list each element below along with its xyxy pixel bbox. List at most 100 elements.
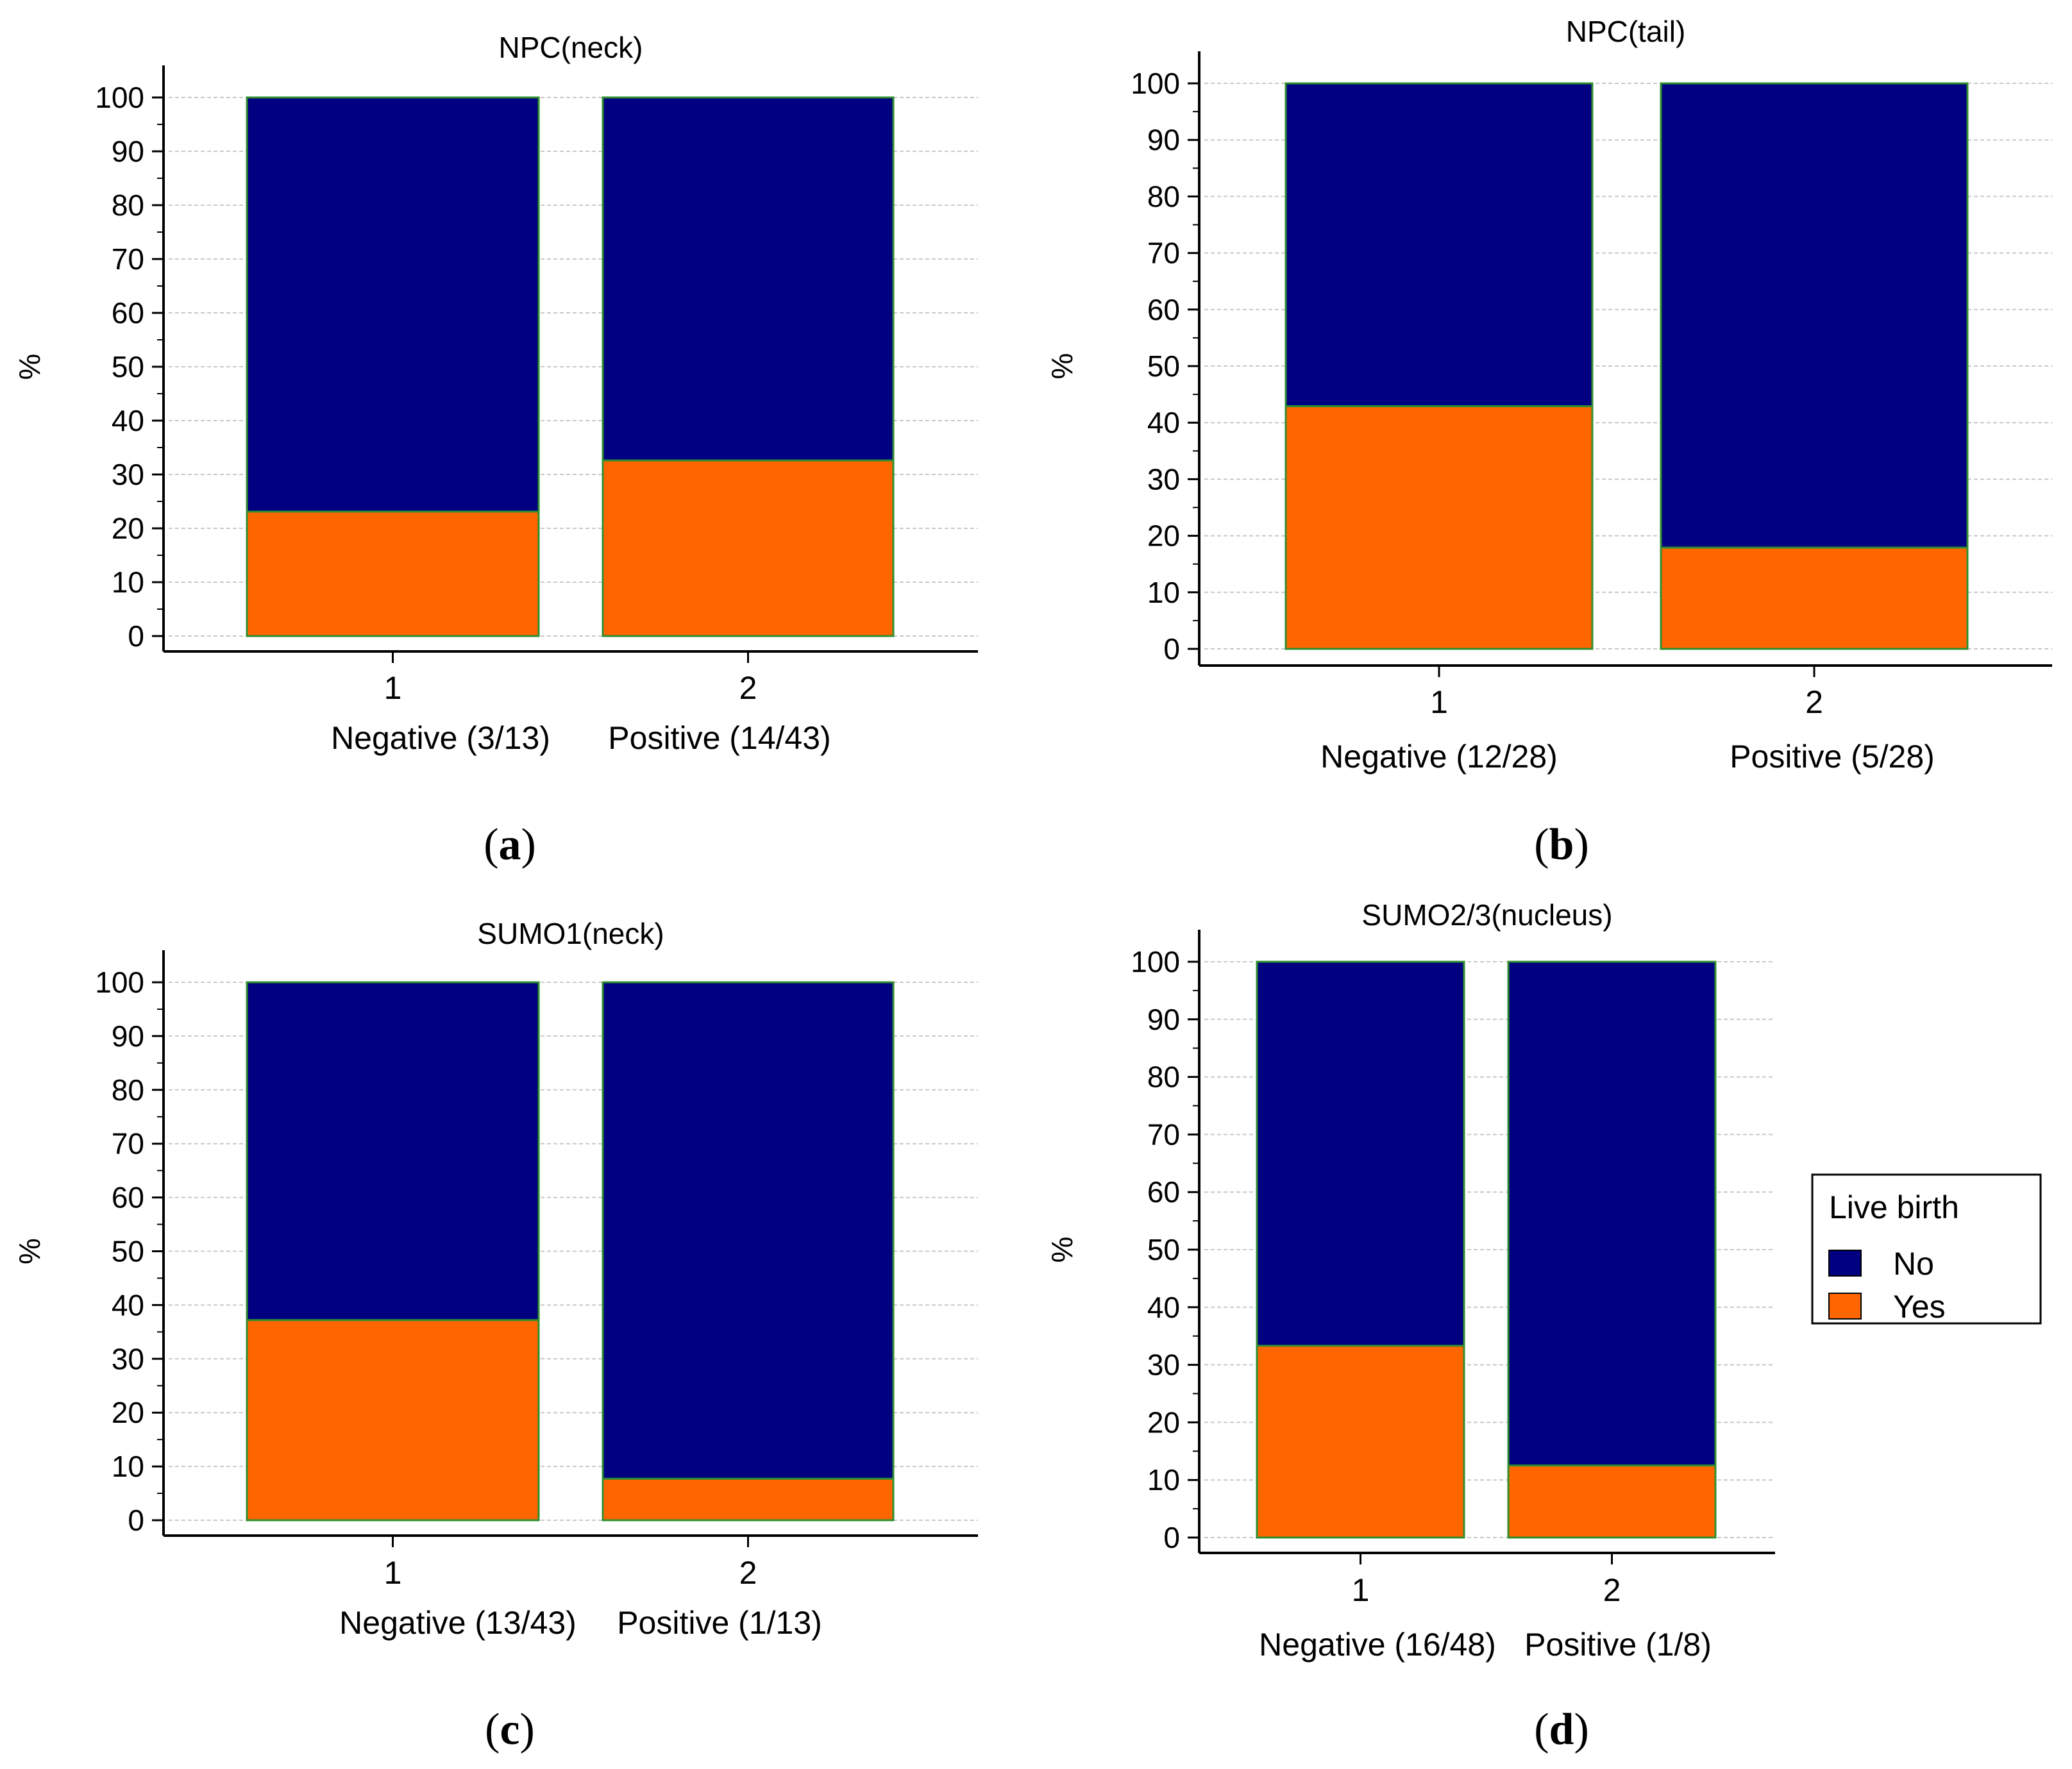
y-tick-label: 70 <box>112 1127 144 1161</box>
bar-no-1 <box>1256 960 1465 1347</box>
x-tick-label: 2 <box>739 670 757 706</box>
chart-panel-a: NPC(neck) 0 10 20 30 40 50 60 70 80 90 100% 1 Negativ… <box>13 31 978 869</box>
y-axis-label: % <box>1045 1237 1079 1263</box>
chart-title: SUMO2/3(nucleus) <box>1361 898 1612 932</box>
y-tick-label: 100 <box>95 966 144 999</box>
y-tick-label: 50 <box>1147 349 1180 383</box>
group-label: Positive (5/28) <box>1730 739 1935 775</box>
y-axis-label: % <box>13 1238 46 1264</box>
panel-label-open-paren: ( <box>1534 820 1549 869</box>
bar-yes-2 <box>1507 1464 1717 1539</box>
chart-title: NPC(neck) <box>499 31 643 64</box>
y-tick-label: 20 <box>112 1396 144 1429</box>
x-tick-label: 2 <box>1603 1572 1621 1608</box>
y-tick-label: 70 <box>112 242 144 276</box>
y-tick-label: 60 <box>112 1181 144 1214</box>
y-tick-label: 50 <box>112 1235 144 1268</box>
x-tick-label: 1 <box>384 1555 402 1591</box>
chart-panel-d: SUMO2/3(nucleus) 0 10 20 30 40 50 60 70 80 90 100% 1… <box>1045 898 1775 1754</box>
y-tick-label: 30 <box>112 1342 144 1375</box>
x-tick-label: 1 <box>1430 684 1448 720</box>
panel-label: (a) <box>484 820 536 869</box>
y-tick-label: 40 <box>1147 1291 1180 1324</box>
y-tick-label: 30 <box>1147 462 1180 496</box>
y-tick-label: 100 <box>1131 67 1180 100</box>
bar-yes-1 <box>1256 1345 1465 1539</box>
y-tick-label: 20 <box>112 512 144 545</box>
bar-yes-1 <box>1284 405 1594 650</box>
bar-yes-1 <box>246 510 540 637</box>
y-tick-label: 10 <box>1147 1463 1180 1497</box>
y-tick-label: 0 <box>128 1504 144 1537</box>
panel-label: (c) <box>485 1705 535 1754</box>
x-tick-label: 1 <box>1352 1572 1370 1608</box>
group-label: Negative (13/43) <box>339 1605 577 1641</box>
bar-no-2 <box>602 96 895 462</box>
y-tick-label: 90 <box>112 135 144 168</box>
bar-no-2 <box>1660 82 1969 549</box>
y-tick-label: 30 <box>1147 1348 1180 1382</box>
y-tick-label: 0 <box>128 619 144 653</box>
bar-no-1 <box>1284 82 1594 408</box>
panel-label-close-paren: ) <box>1574 820 1588 869</box>
panel-label-letter: c <box>500 1705 519 1754</box>
y-tick-label: 80 <box>112 1073 144 1107</box>
group-label: Positive (1/13) <box>617 1605 822 1641</box>
chart-panels: NPC(neck)0102030405060708090100%1Negativ… <box>13 15 2052 1754</box>
group-label: Negative (16/48) <box>1259 1627 1496 1663</box>
panel-label-open-paren: ( <box>484 820 498 869</box>
y-axis-ticks: 0 10 20 30 40 50 60 70 80 90 100 <box>95 966 164 1537</box>
x-tick-label: 2 <box>1805 684 1823 720</box>
group-label: Positive (14/43) <box>608 720 830 756</box>
y-tick-label: 70 <box>1147 237 1180 270</box>
bar-yes-2 <box>1660 546 1969 650</box>
y-tick-label: 10 <box>1147 576 1180 609</box>
bar-no-2 <box>1507 960 1717 1467</box>
bar-yes-1 <box>246 1319 540 1522</box>
y-tick-label: 100 <box>1131 945 1180 978</box>
bar-no-2 <box>602 981 895 1480</box>
group-label: Negative (3/13) <box>331 720 550 756</box>
panel-label-close-paren: ) <box>520 1705 535 1754</box>
panel-label-letter: b <box>1549 820 1574 869</box>
panel-label: (d) <box>1534 1705 1589 1754</box>
panel-label-open-paren: ( <box>485 1705 500 1754</box>
x-tick-label: 1 <box>384 670 402 706</box>
y-axis-ticks: 0 10 20 30 40 50 60 70 80 90 100 <box>1131 945 1199 1554</box>
y-tick-label: 90 <box>112 1019 144 1053</box>
y-tick-label: 30 <box>112 458 144 491</box>
y-axis-ticks: 0 10 20 30 40 50 60 70 80 90 100 <box>1131 67 1199 666</box>
y-tick-label: 20 <box>1147 519 1180 553</box>
y-tick-label: 70 <box>1147 1118 1180 1151</box>
y-tick-label: 80 <box>1147 1061 1180 1094</box>
group-label: Positive (1/8) <box>1524 1627 1712 1663</box>
y-tick-label: 40 <box>112 404 144 437</box>
y-tick-label: 90 <box>1147 1003 1180 1036</box>
y-tick-label: 90 <box>1147 123 1180 156</box>
y-tick-label: 20 <box>1147 1405 1180 1439</box>
y-tick-label: 50 <box>1147 1233 1180 1266</box>
x-tick-label: 2 <box>739 1555 757 1591</box>
panel-label-close-paren: ) <box>521 820 536 869</box>
chart-title: NPC(tail) <box>1566 15 1686 48</box>
y-tick-label: 10 <box>112 566 144 599</box>
chart-panel-c: SUMO1(neck) 0 10 20 30 40 50 60 70 80 90 100% 1 Negat… <box>13 917 978 1754</box>
panel-label-open-paren: ( <box>1534 1705 1549 1754</box>
y-tick-label: 40 <box>1147 406 1180 439</box>
y-tick-label: 80 <box>1147 180 1180 213</box>
y-tick-label: 50 <box>112 350 144 383</box>
y-tick-label: 100 <box>95 81 144 114</box>
legend-swatch-no <box>1828 1250 1862 1277</box>
legend-title: Live birth <box>1829 1189 1959 1225</box>
group-label: Negative (12/28) <box>1320 739 1558 775</box>
y-tick-label: 0 <box>1163 1521 1180 1554</box>
bar-no-1 <box>246 96 540 513</box>
legend: Live birth No Yes <box>1811 1173 2042 1325</box>
panel-label-letter: a <box>499 820 521 869</box>
panel-label-close-paren: ) <box>1574 1705 1588 1754</box>
y-axis-label: % <box>1045 353 1079 380</box>
y-tick-label: 0 <box>1163 632 1180 666</box>
y-tick-label: 60 <box>1147 1175 1180 1209</box>
y-tick-label: 60 <box>112 296 144 330</box>
